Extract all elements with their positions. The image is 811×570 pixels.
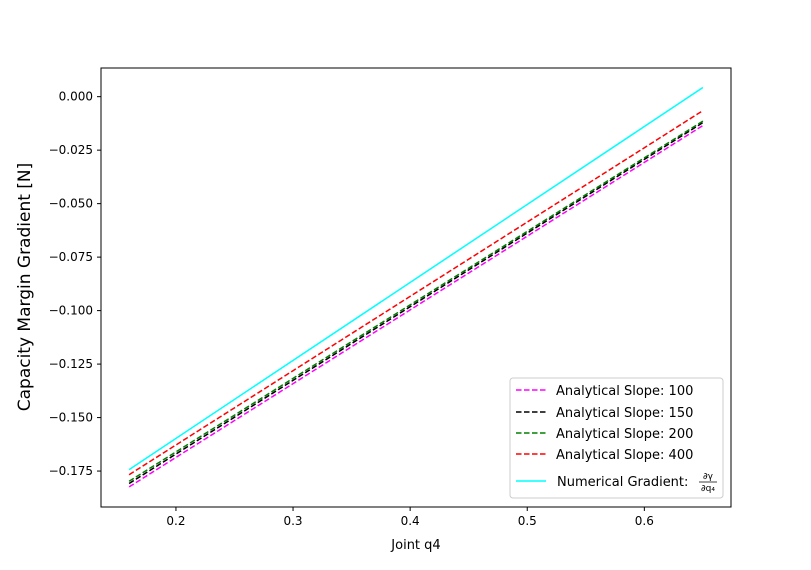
- x-axis-label: Joint q4: [390, 538, 440, 553]
- y-tick-label: −0.050: [49, 197, 93, 211]
- series-line-3: [128, 120, 704, 482]
- plot-area: [128, 86, 704, 488]
- legend-box: [509, 377, 724, 499]
- legend-fraction-numerator: ∂γ: [703, 472, 714, 482]
- x-axis: 0.2 0.3 0.4 0.5 0.6: [166, 507, 654, 528]
- y-tick-label: −0.075: [49, 250, 93, 264]
- series-line-5: [128, 86, 704, 471]
- x-tick-label: 0.5: [518, 514, 537, 528]
- x-tick-label: 0.2: [166, 514, 185, 528]
- y-axis: 0.000 −0.025 −0.050 −0.075 −0.100 −0.125 −0.15…: [49, 90, 101, 478]
- legend-label: Analytical Slope: 150: [556, 406, 693, 421]
- legend-fraction-denominator: ∂q₄: [701, 484, 715, 494]
- y-axis-label: Capacity Margin Gradient [N]: [15, 163, 35, 412]
- series-line-1: [128, 124, 704, 488]
- x-tick-label: 0.6: [635, 514, 654, 528]
- series-line-4: [128, 109, 704, 476]
- axes-frame: [100, 67, 732, 508]
- y-tick-label: 0.000: [59, 90, 93, 104]
- legend-label: Analytical Slope: 200: [556, 427, 693, 442]
- y-tick-label: −0.125: [49, 357, 93, 371]
- legend-label: Analytical Slope: 400: [556, 448, 693, 463]
- y-tick-label: −0.025: [49, 143, 93, 157]
- legend-label: Numerical Gradient:: [557, 475, 688, 490]
- legend: Analytical Slope: 100 Analytical Slope: 1…: [509, 377, 724, 499]
- x-tick-label: 0.3: [283, 514, 302, 528]
- legend-label: Analytical Slope: 100: [556, 384, 693, 399]
- series-line-2: [128, 121, 704, 485]
- x-tick-label: 0.4: [401, 514, 420, 528]
- y-tick-label: −0.100: [49, 304, 93, 318]
- y-tick-label: −0.175: [49, 464, 93, 478]
- y-tick-label: −0.150: [49, 411, 93, 425]
